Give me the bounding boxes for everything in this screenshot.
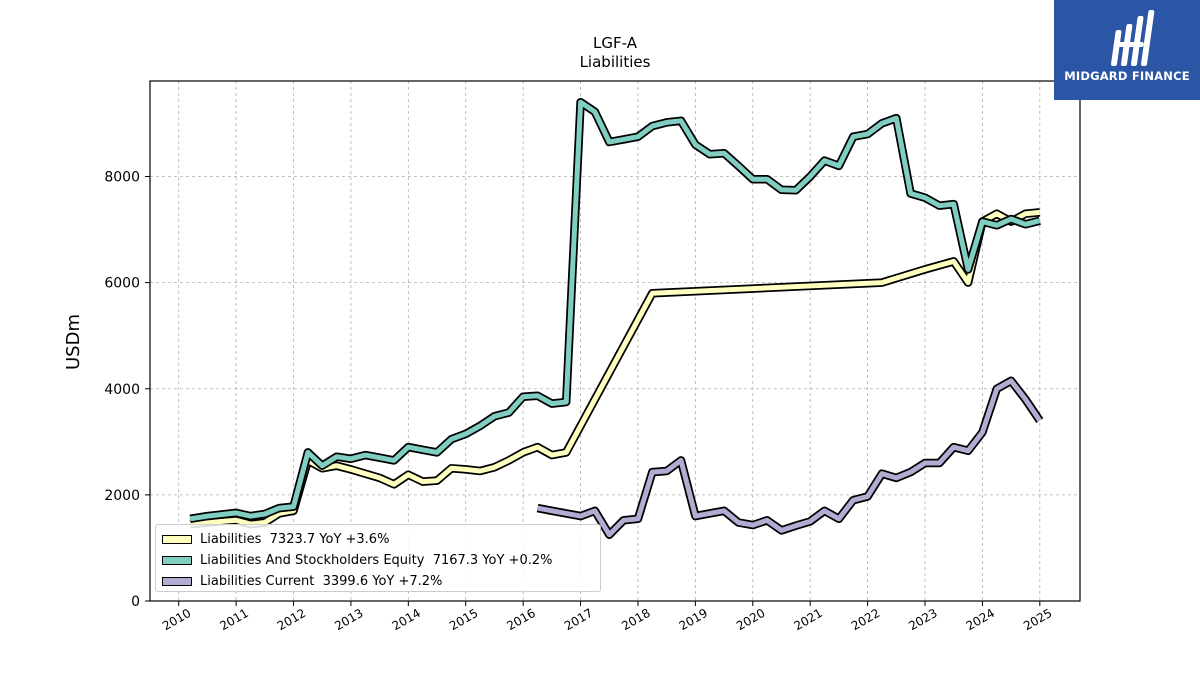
series-outline-liabilities-current xyxy=(536,376,1044,539)
x-tick-label: 2022 xyxy=(849,606,882,633)
x-tick-label: 2014 xyxy=(390,606,423,633)
x-tick-label: 2011 xyxy=(217,606,250,633)
chart-title: LGF-A xyxy=(593,34,638,52)
x-tick-label: 2012 xyxy=(275,606,308,633)
x-tick-label: 2019 xyxy=(677,606,710,633)
series-line-liabilities xyxy=(189,209,1041,527)
legend-entry-liabilities-and-equity: Liabilities And Stockholders Equity 7167… xyxy=(162,550,600,571)
x-tick-label: 2017 xyxy=(562,606,595,633)
y-tick-label: 8000 xyxy=(104,170,140,186)
y-axis: 0 2000 4000 6000 8000 xyxy=(104,170,150,610)
x-tick-label: 2023 xyxy=(906,606,939,633)
series-outline-liabilities-and-stockholders-equity xyxy=(189,97,1041,523)
y-tick-label: 2000 xyxy=(104,488,140,504)
series-line-liabilities-current xyxy=(537,378,1042,538)
x-tick-label: 2021 xyxy=(791,606,824,633)
legend-swatch-liabilities-current xyxy=(162,577,192,586)
legend-label: Liabilities Current 3399.6 YoY +7.2% xyxy=(200,574,443,589)
series-outline-liabilities xyxy=(189,208,1041,529)
y-tick-label: 0 xyxy=(131,594,140,610)
x-tick-label: 2015 xyxy=(447,606,480,633)
legend-swatch-liabilities-and-equity xyxy=(162,556,192,565)
y-tick-label: 6000 xyxy=(104,276,140,292)
brand-logo: MIDGARD FINANCE xyxy=(1054,0,1200,100)
plot-frame xyxy=(149,80,1081,602)
series-line-liabilities-and-stockholders-equity xyxy=(189,99,1041,522)
legend-label: Liabilities And Stockholders Equity 7167… xyxy=(200,553,553,568)
x-tick-label: 2024 xyxy=(964,606,997,633)
legend-label: Liabilities 7323.7 YoY +3.6% xyxy=(200,532,390,547)
x-tick-label: 2013 xyxy=(332,606,365,633)
legend: Liabilities 7323.7 YoY +3.6% Liabilities… xyxy=(155,524,601,592)
legend-entry-liabilities-current: Liabilities Current 3399.6 YoY +7.2% xyxy=(162,571,600,592)
series-layer xyxy=(189,97,1044,539)
x-tick-label: 2018 xyxy=(619,606,652,633)
chart-subtitle: Liabilities xyxy=(580,53,651,71)
y-axis-label: USDm xyxy=(63,314,84,370)
logo-mark-icon xyxy=(1110,10,1155,66)
x-tick-label: 2025 xyxy=(1021,606,1054,633)
x-axis: 2010 2011 2012 2013 2014 2015 2016 2017 2018 2019… xyxy=(160,601,1055,633)
logo-text: MIDGARD FINANCE xyxy=(1064,69,1190,83)
legend-entry-liabilities: Liabilities 7323.7 YoY +3.6% xyxy=(162,529,600,550)
x-tick-label: 2016 xyxy=(504,606,537,633)
x-tick-label: 2020 xyxy=(734,606,767,633)
y-tick-label: 4000 xyxy=(104,382,140,398)
legend-swatch-liabilities xyxy=(162,535,192,544)
x-tick-label: 2010 xyxy=(160,606,193,633)
